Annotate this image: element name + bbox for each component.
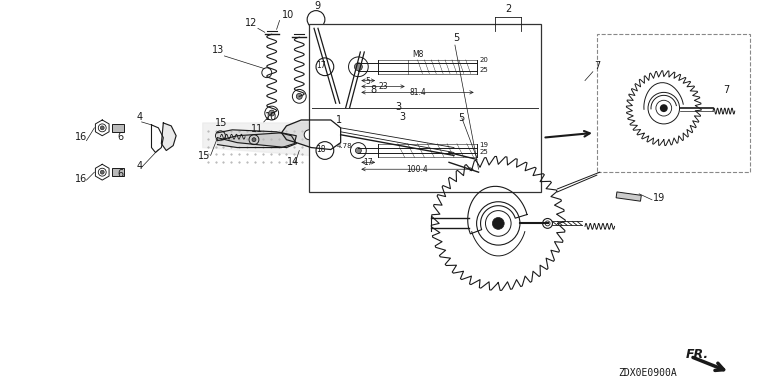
Text: 10: 10 xyxy=(265,112,277,122)
Text: 20: 20 xyxy=(479,57,488,63)
Circle shape xyxy=(660,104,667,112)
Text: 100.4: 100.4 xyxy=(406,165,429,174)
Text: ZDX0E0900A: ZDX0E0900A xyxy=(618,368,677,378)
Text: 17: 17 xyxy=(363,158,373,167)
Text: 81.4: 81.4 xyxy=(409,88,426,97)
Text: 16: 16 xyxy=(74,174,87,184)
Circle shape xyxy=(474,167,484,177)
Text: 2: 2 xyxy=(505,3,511,13)
Text: 25: 25 xyxy=(479,67,488,73)
Bar xyxy=(112,168,124,176)
Text: 6: 6 xyxy=(117,132,123,142)
Text: 12: 12 xyxy=(245,18,257,28)
Circle shape xyxy=(492,217,505,229)
Polygon shape xyxy=(203,123,468,167)
Text: 15: 15 xyxy=(214,118,227,128)
Bar xyxy=(112,124,124,132)
Text: 3: 3 xyxy=(395,102,401,112)
Bar xyxy=(616,192,641,201)
Text: M8: M8 xyxy=(412,50,423,59)
Circle shape xyxy=(334,98,338,102)
Text: 1: 1 xyxy=(336,115,342,125)
Text: 5: 5 xyxy=(366,76,371,86)
Bar xyxy=(310,25,541,192)
Circle shape xyxy=(355,63,362,71)
Polygon shape xyxy=(217,130,296,147)
Circle shape xyxy=(356,147,361,154)
Text: 19: 19 xyxy=(479,142,488,147)
Text: 23: 23 xyxy=(378,83,388,91)
Circle shape xyxy=(252,138,256,142)
Polygon shape xyxy=(282,120,341,149)
Circle shape xyxy=(296,93,303,99)
Text: 10: 10 xyxy=(282,10,294,20)
Text: 11: 11 xyxy=(251,124,263,134)
Text: 7: 7 xyxy=(594,61,600,71)
Text: 19: 19 xyxy=(653,193,665,203)
Circle shape xyxy=(472,156,481,163)
Circle shape xyxy=(304,130,314,140)
Circle shape xyxy=(101,126,104,130)
Text: 4: 4 xyxy=(137,161,143,171)
Circle shape xyxy=(450,144,458,152)
Text: 9: 9 xyxy=(314,1,320,11)
Circle shape xyxy=(318,130,328,140)
Text: 17: 17 xyxy=(316,61,326,70)
Text: 25: 25 xyxy=(479,149,488,156)
Text: 3: 3 xyxy=(400,112,406,122)
Text: 4.78: 4.78 xyxy=(336,142,353,149)
Text: 16: 16 xyxy=(74,132,87,142)
Text: 5: 5 xyxy=(453,33,459,43)
Text: 8: 8 xyxy=(370,85,376,95)
Polygon shape xyxy=(161,123,176,151)
Text: FR.: FR. xyxy=(686,348,709,361)
Circle shape xyxy=(449,149,458,159)
Text: 13: 13 xyxy=(212,45,223,55)
Bar xyxy=(597,34,750,172)
Polygon shape xyxy=(217,133,296,147)
Text: 18: 18 xyxy=(316,145,326,154)
Text: 7: 7 xyxy=(723,85,729,95)
Circle shape xyxy=(269,110,275,116)
Text: 14: 14 xyxy=(286,157,299,167)
Text: 4: 4 xyxy=(137,112,143,122)
Text: 5: 5 xyxy=(458,113,464,123)
Circle shape xyxy=(101,170,104,174)
Text: 6: 6 xyxy=(117,169,123,179)
Text: 15: 15 xyxy=(198,151,210,161)
